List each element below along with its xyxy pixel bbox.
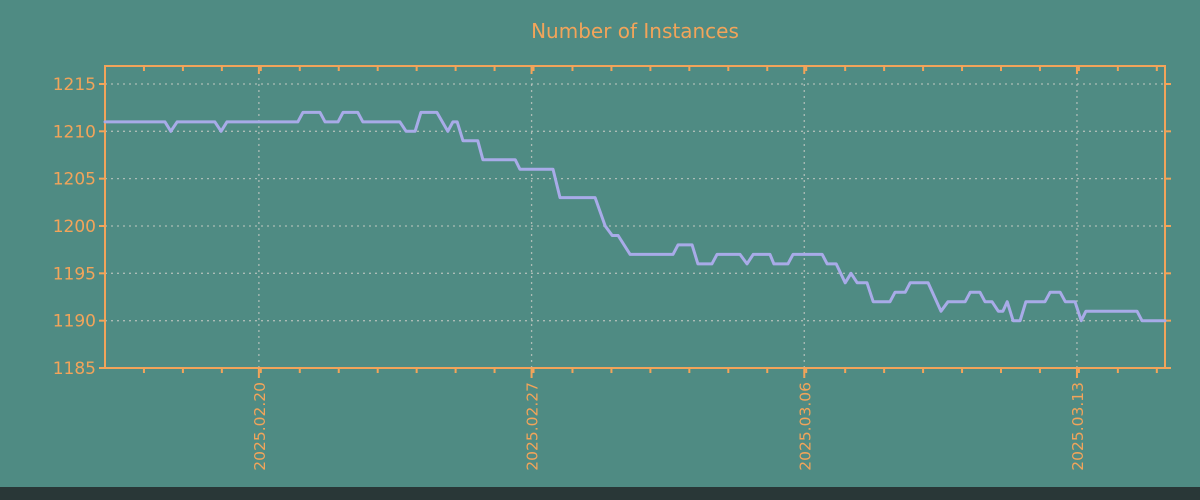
y-tick-label: 1205 (53, 170, 96, 190)
y-tick-label: 1200 (53, 217, 96, 237)
data-line (103, 110, 1167, 323)
chart-title: Number of Instances (531, 19, 739, 43)
y-tick-label: 1190 (53, 312, 96, 332)
plot-border-rect (104, 65, 1166, 369)
x-tick-label: 2025.03.13 (1069, 382, 1087, 471)
y-tick-label: 1215 (53, 75, 96, 95)
gridlines (105, 66, 1165, 368)
x-tick-label: 2025.02.20 (251, 382, 269, 471)
bottom-dark-strip (0, 487, 1200, 500)
y-axis-labels: 1185 1190 1195 1200 1205 1210 1215 (53, 75, 96, 379)
x-tick-label: 2025.02.27 (524, 382, 542, 471)
x-axis-labels: 2025.02.20 2025.02.27 2025.03.06 2025.03.13 (251, 382, 1087, 471)
y-tick-label: 1210 (53, 122, 96, 142)
line-chart: Number of Instances 1185 1190 1195 1200 1205… (53, 19, 1171, 471)
axis-ticks (99, 66, 1171, 378)
plot-border (104, 65, 1166, 369)
x-tick-label: 2025.03.06 (796, 382, 814, 471)
y-tick-label: 1195 (53, 264, 96, 284)
y-tick-label: 1185 (53, 359, 96, 379)
